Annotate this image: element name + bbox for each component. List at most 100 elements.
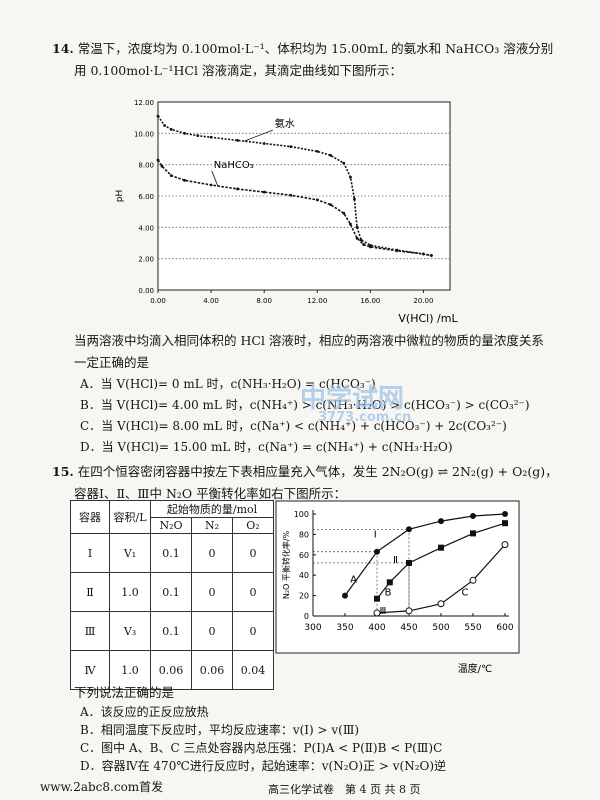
th-volume: 容积/L <box>109 500 151 534</box>
label-leader <box>244 129 273 142</box>
y-axis-label: N₂O 平衡转化率/% <box>281 530 291 599</box>
cell: 0.1 <box>150 611 192 651</box>
data-point <box>236 138 240 142</box>
data-point <box>342 211 346 215</box>
q15-number: 15. <box>52 464 74 479</box>
point-label-b: B <box>385 588 392 599</box>
data-point <box>315 198 319 202</box>
data-point <box>196 134 200 138</box>
cell: 0.1 <box>150 572 192 612</box>
y-tick-label: 0.00 <box>138 287 154 295</box>
th-o2: O₂ <box>231 517 275 534</box>
data-point <box>349 222 352 226</box>
data-point <box>353 197 356 201</box>
x-tick-label: 500 <box>432 623 449 633</box>
q14-option-c: C．当 V(HCl)= 8.00 mL 时，c(Na⁺) < c(NH₄⁺) +… <box>80 419 507 433</box>
data-point <box>183 178 186 182</box>
cell: Ⅰ <box>70 533 110 573</box>
q15-option-b: B．相同温度下反应时，平均反应速率：v(Ⅰ) > v(Ⅲ) <box>80 723 360 737</box>
data-point <box>262 142 266 145</box>
data-point <box>502 511 508 517</box>
data-point <box>374 595 380 602</box>
y-tick-label: 4.00 <box>138 224 154 232</box>
x-tick-label: 400 <box>368 623 385 633</box>
data-point <box>329 153 332 157</box>
data-point <box>183 131 186 135</box>
data-point <box>438 544 444 551</box>
y-tick-label: 10.00 <box>134 130 154 138</box>
cell: 0 <box>190 533 233 573</box>
data-point <box>329 203 332 207</box>
q15-stem: 下列说法正确的是 <box>74 685 175 700</box>
x-axis-label: V(HCl) /mL <box>398 312 458 325</box>
cell: 0 <box>231 611 275 651</box>
data-point <box>236 187 240 191</box>
q14-stem2: 一定正确的是 <box>74 355 150 370</box>
series-line-1 <box>344 513 506 596</box>
series-label: 氨水 <box>275 117 295 130</box>
q14-line1-text: 常温下，浓度均为 0.100mol·L⁻¹、体积均为 15.00mL 的氨水和 … <box>77 41 554 56</box>
y-tick-label: 2.00 <box>138 256 154 264</box>
y-tick-label: 8.00 <box>138 162 154 170</box>
q15-line1-text: 在四个恒容密闭容器中按左下表相应量充入气体，发生 2N₂O(g) ⇌ 2N₂(g… <box>77 464 558 479</box>
y-tick-label: 100 <box>294 510 309 519</box>
watermark-logo: 中学试网 <box>300 384 405 414</box>
data-point <box>470 513 476 520</box>
x-tick-label: 0.00 <box>150 297 166 305</box>
cell: 0.04 <box>231 650 275 690</box>
cell: Ⅳ <box>70 650 110 690</box>
data-point <box>362 243 366 246</box>
cell: 0.06 <box>150 650 192 690</box>
q14-option-a: A．当 V(HCl)= 0 mL 时，c(NH₃·H₂O) = c(HCO₃⁻) <box>80 377 376 391</box>
q14-stem: 当两溶液中均滴入相同体积的 HCl 溶液时，相应的两溶液中微粒的物质的量浓度关系 <box>74 333 544 348</box>
series-label: Ⅲ <box>380 606 387 617</box>
x-tick-label: 600 <box>496 623 513 633</box>
chart-box <box>275 500 520 654</box>
th-n2: N₂ <box>190 517 233 534</box>
x-tick-label: 300 <box>304 623 321 633</box>
data-point <box>355 236 359 240</box>
page-footer: 高三化学试卷 第 4 页 共 8 页 <box>268 783 421 796</box>
data-point <box>262 190 266 194</box>
conversion-chart: 0 20 40 60 80 100 300 350 400 450 500 550 600 N₂O 平衡转… <box>275 500 520 675</box>
q15-option-c: C．图中 A、B、C 三点处容器内总压强：P(Ⅰ)A < P(Ⅱ)B < P(Ⅲ… <box>80 741 443 755</box>
data-point <box>169 128 173 131</box>
y-tick-label: 6.00 <box>138 193 154 201</box>
titration-chart: 0.00 2.00 4.00 6.00 8.00 10.00 12.00 0.00 4.00 8.… <box>115 99 458 325</box>
data-point <box>373 609 381 617</box>
x-tick-label: 16.00 <box>360 297 380 305</box>
q15-line2: 容器Ⅰ、Ⅱ、Ⅲ中 N₂O 平衡转化率如右下图所示： <box>74 486 347 501</box>
table-row: Ⅰ V₁ 0.1 0 0 <box>70 533 275 573</box>
series-line-2 <box>157 159 432 257</box>
data-point <box>406 559 412 566</box>
data-point <box>374 548 380 555</box>
y-tick-label: 0 <box>304 612 309 621</box>
cell: 0 <box>190 572 233 612</box>
data-point <box>349 175 352 179</box>
series-label: NaHCO₃ <box>214 160 254 171</box>
cell: 0 <box>231 572 275 612</box>
y-tick-label: 60 <box>299 551 309 560</box>
data-point <box>342 592 348 599</box>
q15-line1: 15. 在四个恒容密闭容器中按左下表相应量充入气体，发生 2N₂O(g) ⇌ 2… <box>52 463 558 480</box>
source-note: www.2abc8.com首发 <box>40 780 164 794</box>
data-point <box>470 530 476 537</box>
data-point <box>438 518 444 525</box>
data-point <box>342 161 346 165</box>
data-point <box>156 158 160 162</box>
data-point <box>289 145 293 149</box>
cell: Ⅲ <box>70 611 110 651</box>
x-tick-label: 350 <box>336 623 353 633</box>
y-tick-label: 12.00 <box>134 99 154 107</box>
plot-frame <box>157 101 451 291</box>
point-label-c: C <box>461 588 468 599</box>
initial-amounts-table: 容器 容积/L 起始物质的量/mol N₂O N₂ O₂ Ⅰ V₁ 0.1 0 … <box>70 500 275 690</box>
th-initial-amount: 起始物质的量/mol <box>150 500 274 518</box>
series-label: Ⅱ <box>393 555 398 566</box>
q14-option-b: B．当 V(HCl)= 4.00 mL 时，c(NH₄⁺) > c(NH₃·H₂… <box>80 398 530 412</box>
data-point <box>359 238 363 242</box>
data-point <box>160 164 164 168</box>
data-point <box>209 135 213 139</box>
y-tick-label: 80 <box>299 530 309 539</box>
table-row: Ⅳ 1.0 0.06 0.06 0.04 <box>70 650 275 690</box>
